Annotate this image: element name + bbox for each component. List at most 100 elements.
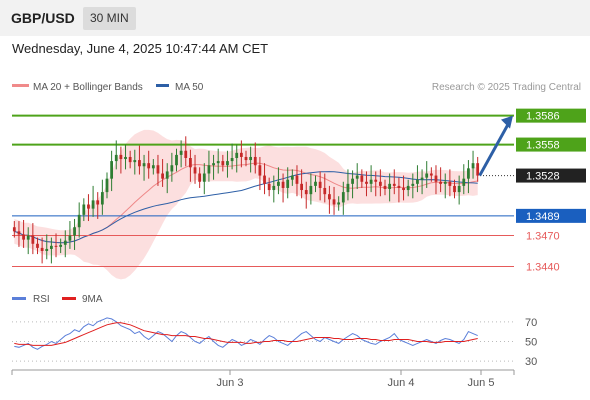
candle-body (300, 183, 303, 191)
legend-ma50: MA 50 (175, 82, 204, 93)
legend-swatch-9ma (62, 297, 76, 300)
resistance-tag (516, 137, 586, 152)
candle-body (198, 173, 202, 182)
candle-body (87, 204, 90, 209)
x-tick-label: Jun 4 (388, 377, 415, 389)
candle-body (161, 173, 164, 179)
main-legend: MA 20 + Bollinger Bands MA 50 Research ©… (12, 82, 581, 93)
candle-body (365, 181, 368, 184)
legend-swatch-ma20 (12, 84, 29, 87)
candle-body (128, 156, 132, 163)
pivot-label: 1.3489 (526, 211, 560, 223)
candle-body (189, 158, 192, 168)
candle-body (258, 165, 262, 176)
candle-body (453, 185, 456, 193)
candle-body (263, 175, 266, 184)
pivot-tag (516, 208, 586, 223)
candle-body (471, 163, 475, 169)
candle-body (439, 181, 443, 184)
candle-body (323, 187, 327, 195)
candle-body (124, 156, 127, 160)
top-bar: GBP/USD 30 MIN (0, 0, 590, 36)
projection-arrow-shaft (478, 121, 511, 177)
candle-body (267, 183, 271, 191)
candle-body (425, 173, 429, 178)
candle-body (314, 181, 317, 186)
rsi-panel: 70 50 30 (12, 317, 537, 368)
candle-body (443, 181, 447, 184)
level-labels: 1.3586 1.3558 1.3528 1.3489 1.3470 1.3440 (516, 108, 586, 274)
candle-body (82, 204, 86, 215)
candle-body (360, 175, 364, 182)
legend-ma20: MA 20 + Bollinger Bands (33, 82, 143, 93)
candle-body (378, 181, 382, 186)
candle-body (184, 150, 188, 158)
candle-body (226, 161, 229, 166)
candle-body (110, 161, 114, 179)
candle-body (179, 150, 183, 155)
candle-body (170, 165, 174, 172)
copyright-text: Research © 2025 Trading Central (432, 82, 581, 93)
candle-body (346, 183, 350, 193)
legend-swatch-ma50 (156, 84, 169, 87)
candle-body (429, 173, 433, 176)
support-label: 1.3470 (526, 231, 560, 243)
rsi-legend: RSI 9MA (12, 294, 103, 305)
candle-body (202, 173, 206, 182)
candle-body (369, 179, 373, 184)
projection-arrow (478, 115, 513, 177)
candle-body (12, 227, 16, 232)
candle-body (351, 178, 354, 184)
timeframe-button[interactable]: 30 MIN (83, 7, 136, 30)
x-tick-label: Jun 3 (217, 377, 244, 389)
candle-body (96, 200, 100, 205)
resistance-tag (516, 108, 586, 123)
projection-arrow-head (501, 115, 513, 129)
candle-body (239, 152, 243, 157)
candle-body (290, 175, 294, 180)
candle-body (142, 163, 146, 167)
candle-body (434, 175, 438, 182)
candle-body (295, 175, 299, 184)
candle-body (416, 179, 419, 184)
candle-body (68, 235, 72, 241)
candle-body (244, 156, 248, 161)
candle-body (100, 192, 104, 205)
candle-body (355, 175, 359, 179)
candle-body (221, 161, 225, 166)
candle-body (138, 160, 141, 167)
candlesticks (12, 136, 480, 264)
candle-body (193, 167, 197, 174)
datetime-label: Wednesday, June 4, 2025 10:47:44 AM CET (12, 41, 269, 56)
candle-body (49, 245, 53, 249)
legend-rsi: RSI (33, 294, 50, 305)
candle-body (341, 192, 345, 203)
candle-body (133, 160, 137, 163)
candle-body (277, 181, 280, 186)
candle-body (272, 185, 276, 191)
candle-body (462, 178, 466, 186)
current-price-label: 1.3528 (526, 171, 560, 183)
candle-body (467, 168, 470, 179)
candle-body (77, 214, 81, 228)
rsi-line (14, 317, 478, 350)
candle-body (26, 235, 30, 240)
candle-body (249, 156, 253, 161)
current-price-tag (516, 168, 586, 183)
candle-body (36, 243, 39, 248)
candle-body (114, 154, 118, 162)
price-levels (12, 114, 516, 267)
candle-body (374, 179, 378, 182)
candle-body (40, 247, 44, 251)
candle-body (73, 227, 76, 236)
candle-body (45, 248, 49, 251)
candle-body (253, 156, 257, 166)
candle-body (230, 158, 234, 162)
rsi-9ma-line (14, 322, 478, 346)
candle-body (406, 185, 410, 191)
candle-body (119, 154, 123, 160)
candle-body (402, 187, 405, 191)
resistance-label: 1.3586 (526, 111, 560, 123)
candle-body (151, 165, 155, 169)
rsi-tick-label: 70 (525, 317, 537, 329)
